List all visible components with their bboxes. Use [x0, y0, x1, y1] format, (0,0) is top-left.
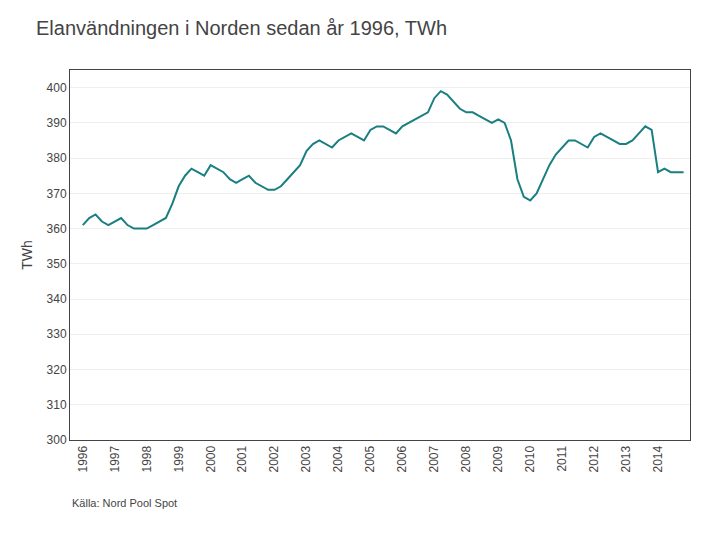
svg-text:2004: 2004 — [331, 445, 345, 472]
svg-text:370: 370 — [47, 187, 67, 201]
svg-text:330: 330 — [47, 327, 67, 341]
svg-text:2002: 2002 — [267, 445, 281, 472]
svg-text:2011: 2011 — [555, 445, 569, 471]
svg-text:2006: 2006 — [395, 445, 409, 472]
svg-text:300: 300 — [47, 433, 67, 447]
svg-text:1997: 1997 — [108, 445, 122, 472]
svg-text:390: 390 — [47, 116, 67, 130]
svg-text:2007: 2007 — [427, 445, 441, 472]
svg-text:380: 380 — [47, 151, 67, 165]
svg-text:1998: 1998 — [140, 445, 154, 472]
svg-text:2009: 2009 — [491, 445, 505, 472]
svg-text:350: 350 — [47, 257, 67, 271]
svg-text:1999: 1999 — [172, 445, 186, 472]
svg-text:320: 320 — [47, 363, 67, 377]
svg-text:1996: 1996 — [76, 445, 90, 472]
svg-text:310: 310 — [47, 398, 67, 412]
svg-text:2000: 2000 — [204, 445, 218, 472]
svg-text:2005: 2005 — [363, 445, 377, 472]
svg-text:340: 340 — [47, 292, 67, 306]
svg-text:2001: 2001 — [235, 445, 249, 472]
svg-text:Elanvändningen i Norden sedan: Elanvändningen i Norden sedan år 1996, T… — [36, 17, 447, 39]
svg-text:TWh: TWh — [19, 240, 35, 270]
svg-text:2010: 2010 — [523, 445, 537, 472]
svg-text:360: 360 — [47, 222, 67, 236]
svg-text:2014: 2014 — [651, 445, 665, 472]
svg-text:2012: 2012 — [587, 445, 601, 472]
svg-text:2013: 2013 — [619, 445, 633, 472]
svg-text:2008: 2008 — [459, 445, 473, 472]
svg-text:Källa: Nord Pool Spot: Källa: Nord Pool Spot — [72, 497, 177, 509]
svg-text:400: 400 — [47, 81, 67, 95]
svg-text:2003: 2003 — [299, 445, 313, 472]
